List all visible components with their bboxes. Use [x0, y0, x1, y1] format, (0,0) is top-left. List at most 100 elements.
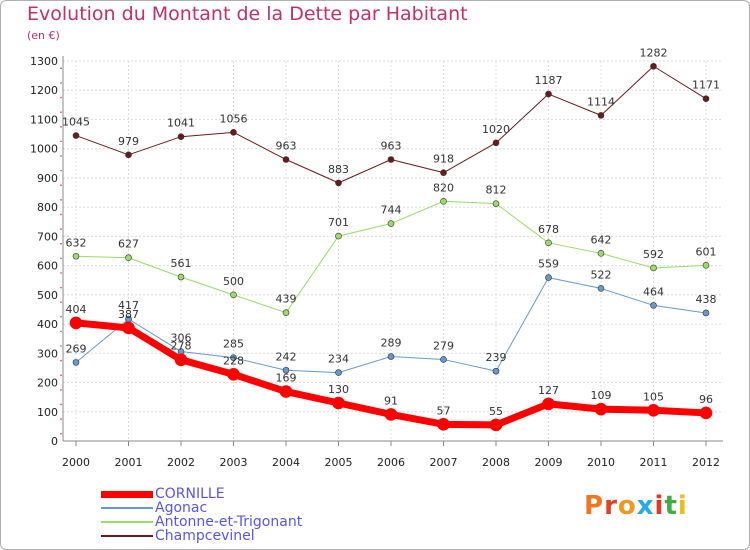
- y-tick-label-900: 900: [37, 172, 58, 185]
- data-label-antonne-et-trigonant: 632: [66, 236, 87, 249]
- y-tick-label-600: 600: [37, 260, 58, 273]
- data-point-cornille: [332, 396, 345, 410]
- y-minor-tick: [60, 242, 62, 245]
- data-point-antonne-et-trigonant: [335, 232, 342, 240]
- data-point-antonne-et-trigonant: [125, 254, 132, 262]
- y-tick-label-700: 700: [37, 230, 58, 243]
- data-point-agonac: [335, 369, 342, 376]
- x-tick-label-2003: 2003: [220, 456, 248, 469]
- x-tick-label-2001: 2001: [115, 456, 143, 469]
- y-tick-label-1200: 1200: [30, 84, 58, 97]
- data-label-cornille: 228: [223, 354, 244, 367]
- legend-item-antonne-et-trigonant: Antonne-et-Trigonant: [101, 515, 302, 529]
- data-label-agonac: 279: [433, 339, 454, 352]
- data-label-agonac: 269: [66, 342, 87, 355]
- data-point-cornille: [437, 418, 450, 431]
- y-minor-tick: [60, 330, 62, 333]
- x-tick-label-2010: 2010: [587, 456, 615, 469]
- data-point-champcevinel: [125, 151, 132, 159]
- data-label-agonac: 289: [381, 337, 402, 350]
- data-label-antonne-et-trigonant: 678: [538, 223, 559, 236]
- x-tick-label-2006: 2006: [377, 456, 405, 469]
- y-minor-tick: [60, 315, 62, 318]
- data-point-antonne-et-trigonant: [597, 250, 605, 257]
- y-minor-tick: [60, 432, 62, 435]
- y-tick-label-1300: 1300: [30, 55, 58, 68]
- data-point-champcevinel: [177, 133, 185, 141]
- y-tick-label-0: 0: [51, 435, 58, 448]
- data-label-agonac: 285: [223, 338, 244, 351]
- data-point-cornille: [174, 353, 188, 367]
- data-label-antonne-et-trigonant: 601: [696, 245, 717, 258]
- data-label-cornille: 96: [699, 393, 713, 406]
- data-point-champcevinel: [387, 156, 395, 163]
- data-point-cornille: [594, 402, 608, 416]
- data-label-antonne-et-trigonant: 820: [433, 181, 454, 194]
- y-minor-tick: [60, 213, 62, 216]
- y-tick-label-100: 100: [37, 406, 58, 419]
- data-point-champcevinel: [597, 112, 605, 119]
- data-point-champcevinel: [72, 132, 80, 139]
- y-minor-tick: [60, 155, 62, 157]
- x-tick-label-2004: 2004: [272, 456, 300, 469]
- logo-letter: P: [584, 491, 605, 521]
- data-point-champcevinel: [702, 95, 710, 103]
- data-point-champcevinel: [230, 129, 237, 136]
- chart-title: Evolution du Montant de la Dette par Hab…: [27, 3, 468, 25]
- data-label-antonne-et-trigonant: 627: [118, 238, 139, 251]
- data-point-agonac: [702, 309, 710, 317]
- y-minor-tick: [60, 199, 62, 201]
- data-label-cornille: 57: [437, 404, 451, 417]
- data-label-cornille: 109: [591, 389, 612, 402]
- logo-letter: x: [636, 491, 655, 521]
- data-point-agonac: [282, 366, 290, 374]
- legend-item-cornille: CORNILLE: [101, 487, 302, 501]
- data-point-agonac: [545, 274, 552, 281]
- y-minor-tick: [60, 169, 62, 172]
- x-tick-label-2002: 2002: [167, 456, 195, 469]
- data-point-agonac: [387, 353, 395, 360]
- legend: CORNILLE Agonac Antonne-et-Trigonant Champc…: [101, 487, 302, 543]
- data-point-antonne-et-trigonant: [650, 264, 657, 272]
- logo-letter: r: [604, 491, 618, 521]
- data-point-cornille: [69, 316, 83, 330]
- data-point-cornille: [122, 321, 135, 335]
- data-point-cornille: [542, 397, 555, 411]
- data-label-champcevinel: 883: [328, 163, 349, 176]
- y-minor-tick: [60, 111, 62, 113]
- data-label-agonac: 239: [486, 351, 507, 364]
- y-minor-tick: [60, 301, 62, 303]
- legend-swatch-cornille: [101, 490, 153, 498]
- data-label-cornille: 55: [489, 405, 503, 418]
- y-tick-label-1100: 1100: [30, 113, 58, 126]
- data-label-antonne-et-trigonant: 561: [171, 257, 192, 270]
- data-point-champcevinel: [650, 62, 657, 70]
- data-label-antonne-et-trigonant: 701: [328, 216, 349, 229]
- y-minor-tick: [60, 140, 62, 143]
- x-tick-label-2008: 2008: [482, 456, 510, 469]
- data-label-champcevinel: 963: [276, 140, 297, 153]
- data-label-agonac: 522: [591, 268, 612, 281]
- data-label-antonne-et-trigonant: 642: [591, 233, 612, 246]
- data-label-cornille: 169: [276, 372, 297, 385]
- data-point-agonac: [597, 285, 605, 292]
- y-minor-tick: [60, 374, 62, 377]
- data-point-antonne-et-trigonant: [72, 252, 80, 260]
- data-label-champcevinel: 1187: [535, 74, 563, 87]
- data-label-antonne-et-trigonant: 500: [223, 275, 244, 288]
- x-tick-label-2007: 2007: [430, 456, 458, 469]
- data-label-agonac: 234: [328, 353, 349, 366]
- data-point-champcevinel: [440, 169, 447, 176]
- y-tick-label-1000: 1000: [30, 143, 58, 156]
- y-tick-label-800: 800: [37, 201, 58, 214]
- data-label-antonne-et-trigonant: 439: [276, 293, 297, 306]
- logo-letter: i: [654, 491, 665, 521]
- y-minor-tick: [60, 272, 62, 274]
- data-label-agonac: 242: [276, 350, 297, 363]
- y-minor-tick: [60, 96, 62, 99]
- data-label-cornille: 91: [384, 394, 398, 407]
- x-tick-label-2012: 2012: [692, 456, 720, 469]
- data-label-champcevinel: 1045: [62, 116, 90, 129]
